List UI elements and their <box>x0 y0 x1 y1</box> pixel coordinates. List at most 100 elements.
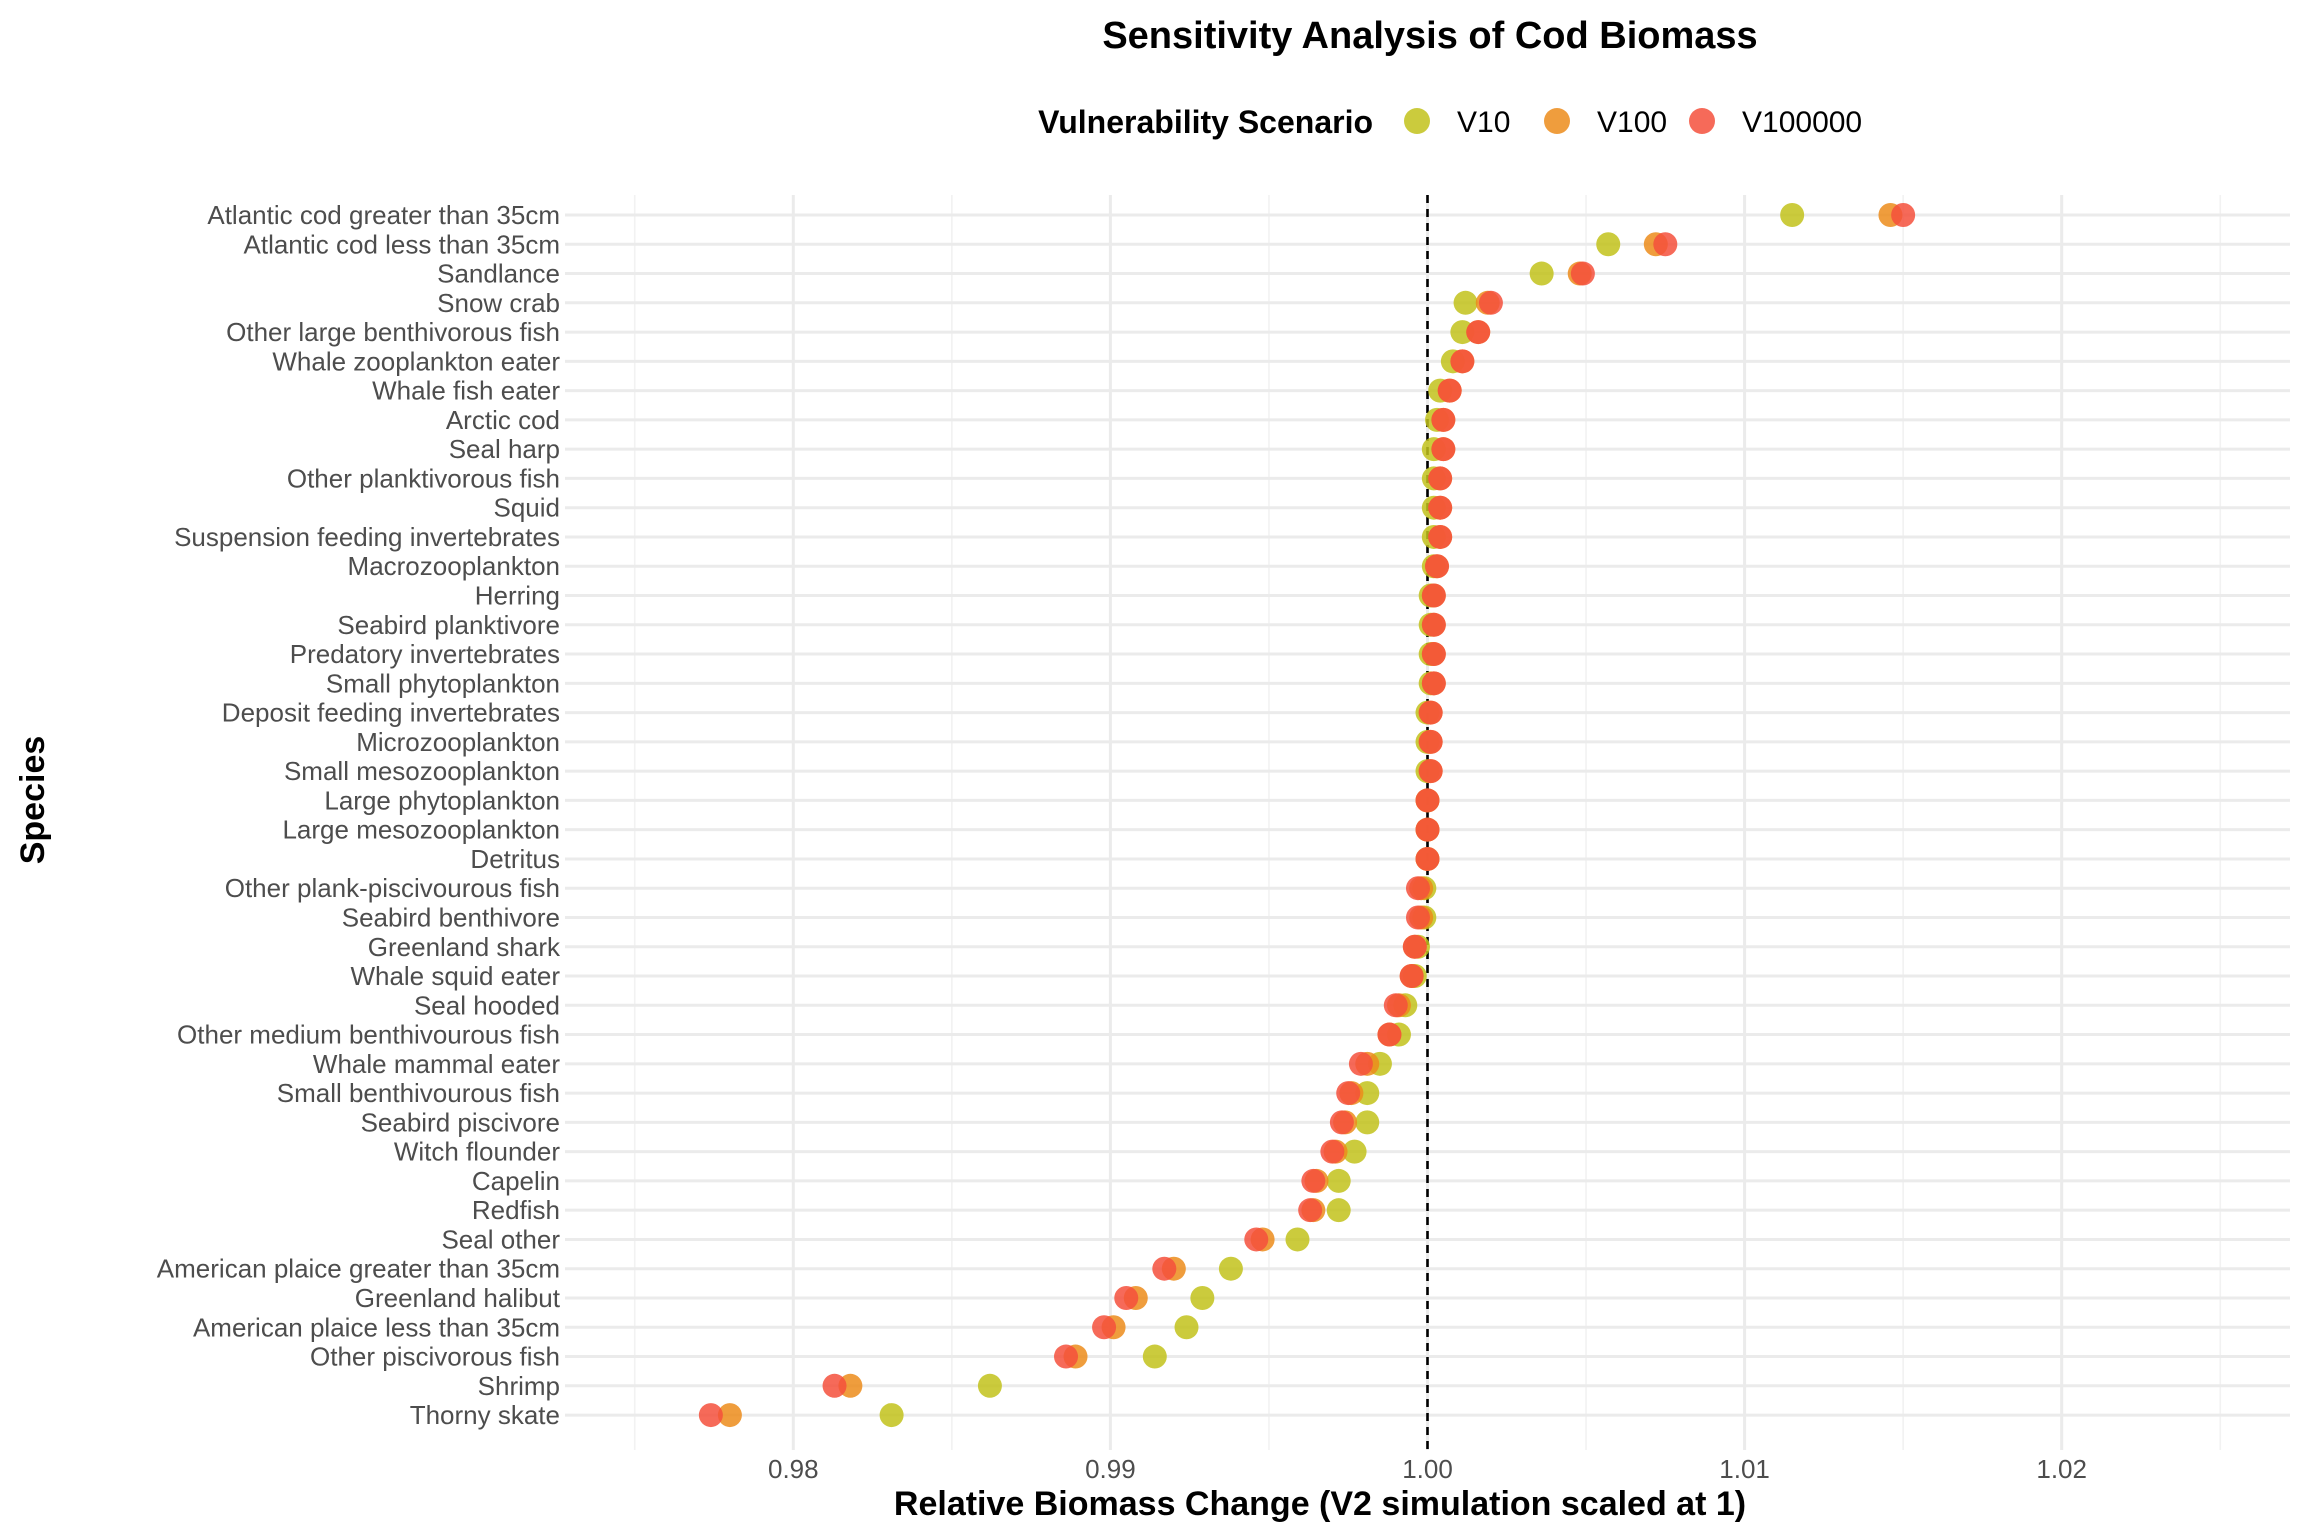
data-point <box>977 1373 1002 1398</box>
data-point <box>1355 1110 1380 1135</box>
legend-key <box>1544 108 1570 134</box>
data-point <box>1285 1227 1310 1252</box>
data-point <box>1428 524 1453 549</box>
data-point <box>1174 1315 1199 1340</box>
y-tick-label: Other planktivorous fish <box>287 463 560 493</box>
y-tick-label: Witch flounder <box>394 1137 561 1167</box>
y-tick-label: Seal hooded <box>414 990 560 1020</box>
x-tick-label: 1.01 <box>1719 1454 1770 1484</box>
y-tick-label: Whale zooplankton eater <box>272 346 560 376</box>
data-point <box>1320 1139 1345 1164</box>
data-point <box>1054 1344 1079 1369</box>
data-point <box>1478 290 1503 315</box>
data-point <box>1421 612 1446 637</box>
x-axis-title: Relative Biomass Change (V2 simulation s… <box>894 1485 1746 1523</box>
data-point <box>1425 554 1450 579</box>
data-point <box>1570 261 1595 286</box>
data-point <box>1421 671 1446 696</box>
data-point <box>1431 437 1456 462</box>
data-point <box>1596 232 1621 257</box>
x-tick-label: 1.00 <box>1402 1454 1453 1484</box>
y-tick-label: Seal harp <box>449 434 560 464</box>
data-point <box>1218 1256 1243 1281</box>
legend-label: V100 <box>1597 106 1667 139</box>
x-tick-label: 0.99 <box>1085 1454 1136 1484</box>
data-point <box>1383 993 1408 1018</box>
data-point <box>1431 407 1456 432</box>
y-tick-label: Shrimp <box>478 1371 560 1401</box>
y-tick-label: Redfish <box>472 1195 560 1225</box>
data-point <box>1348 1051 1373 1076</box>
legend-key <box>1404 108 1430 134</box>
data-point <box>1418 729 1443 754</box>
y-tick-label: Atlantic cod greater than 35cm <box>207 200 560 230</box>
data-point <box>1891 203 1916 227</box>
y-axis-title: Species <box>14 736 52 865</box>
data-point <box>698 1403 723 1428</box>
data-point <box>1405 876 1430 901</box>
y-tick-label: Macrozooplankton <box>348 551 560 581</box>
legend: Vulnerability Scenario V10 V100 V100000 <box>1038 104 1862 140</box>
y-tick-label: Other piscivorous fish <box>310 1342 560 1372</box>
y-tick-label: Atlantic cod less than 35cm <box>244 229 561 259</box>
y-tick-label: Microzooplankton <box>356 727 560 757</box>
data-point <box>1421 583 1446 608</box>
data-point <box>1326 1168 1351 1193</box>
legend-label: V100000 <box>1742 106 1862 139</box>
data-point <box>1418 700 1443 725</box>
data-point <box>1405 905 1430 930</box>
data-point <box>1402 934 1427 959</box>
x-tick-labels: 0.98 0.99 1.00 1.01 1.02 <box>768 1454 2087 1484</box>
y-tick-label: Predatory invertebrates <box>290 639 560 669</box>
y-tick-label: Greenland shark <box>368 932 561 962</box>
y-tick-label: Thorny skate <box>410 1400 560 1430</box>
y-tick-label: Detritus <box>470 844 560 874</box>
y-tick-label: American plaice greater than 35cm <box>157 1254 560 1284</box>
data-point <box>1092 1315 1117 1340</box>
data-point <box>1399 964 1424 989</box>
y-tick-label: Seabird benthivore <box>342 902 560 932</box>
data-point <box>1415 846 1440 871</box>
data-point <box>1377 1022 1402 1047</box>
y-tick-label: Small phytoplankton <box>326 668 560 698</box>
data-point <box>1152 1256 1177 1281</box>
y-tick-label: Whale fish eater <box>372 376 560 406</box>
legend-item-v10: V10 <box>1404 106 1510 139</box>
y-tick-label: Whale squid eater <box>350 961 560 991</box>
series-v100000 <box>698 203 1916 1428</box>
data-point <box>1653 232 1678 257</box>
y-tick-label: Small mesozooplankton <box>284 756 560 786</box>
data-point <box>1298 1198 1323 1223</box>
y-tick-label: Capelin <box>472 1166 560 1196</box>
x-tick-label: 1.02 <box>2036 1454 2087 1484</box>
data-point <box>1780 203 1805 227</box>
chart-title: Sensitivity Analysis of Cod Biomass <box>1102 15 1757 57</box>
y-tick-label: Arctic cod <box>446 405 560 435</box>
legend-title: Vulnerability Scenario <box>1038 104 1373 140</box>
data-point <box>1301 1168 1326 1193</box>
data-point <box>1466 320 1491 345</box>
data-point <box>1336 1081 1361 1106</box>
y-tick-label: Sandlance <box>437 259 560 289</box>
x-tick-label: 0.98 <box>768 1454 819 1484</box>
y-tick-label: Large mesozooplankton <box>282 815 560 845</box>
legend-label: V10 <box>1457 106 1510 139</box>
y-tick-label: Suspension feeding invertebrates <box>174 522 560 552</box>
data-point <box>1529 261 1554 286</box>
data-point <box>1415 788 1440 813</box>
data-point <box>879 1403 904 1428</box>
data-point <box>1418 759 1443 784</box>
y-tick-label: Deposit feeding invertebrates <box>222 698 560 728</box>
data-point <box>1415 817 1440 842</box>
y-tick-label: Seabird planktivore <box>337 610 560 640</box>
data-points <box>698 203 1916 1428</box>
data-point <box>1421 642 1446 667</box>
data-point <box>1437 378 1462 403</box>
data-point <box>1342 1139 1367 1164</box>
data-point <box>1142 1344 1167 1369</box>
legend-item-v100000: V100000 <box>1689 106 1862 139</box>
y-tick-label: Other large benthivorous fish <box>226 317 560 347</box>
y-tick-label: Seabird piscivore <box>361 1107 560 1137</box>
